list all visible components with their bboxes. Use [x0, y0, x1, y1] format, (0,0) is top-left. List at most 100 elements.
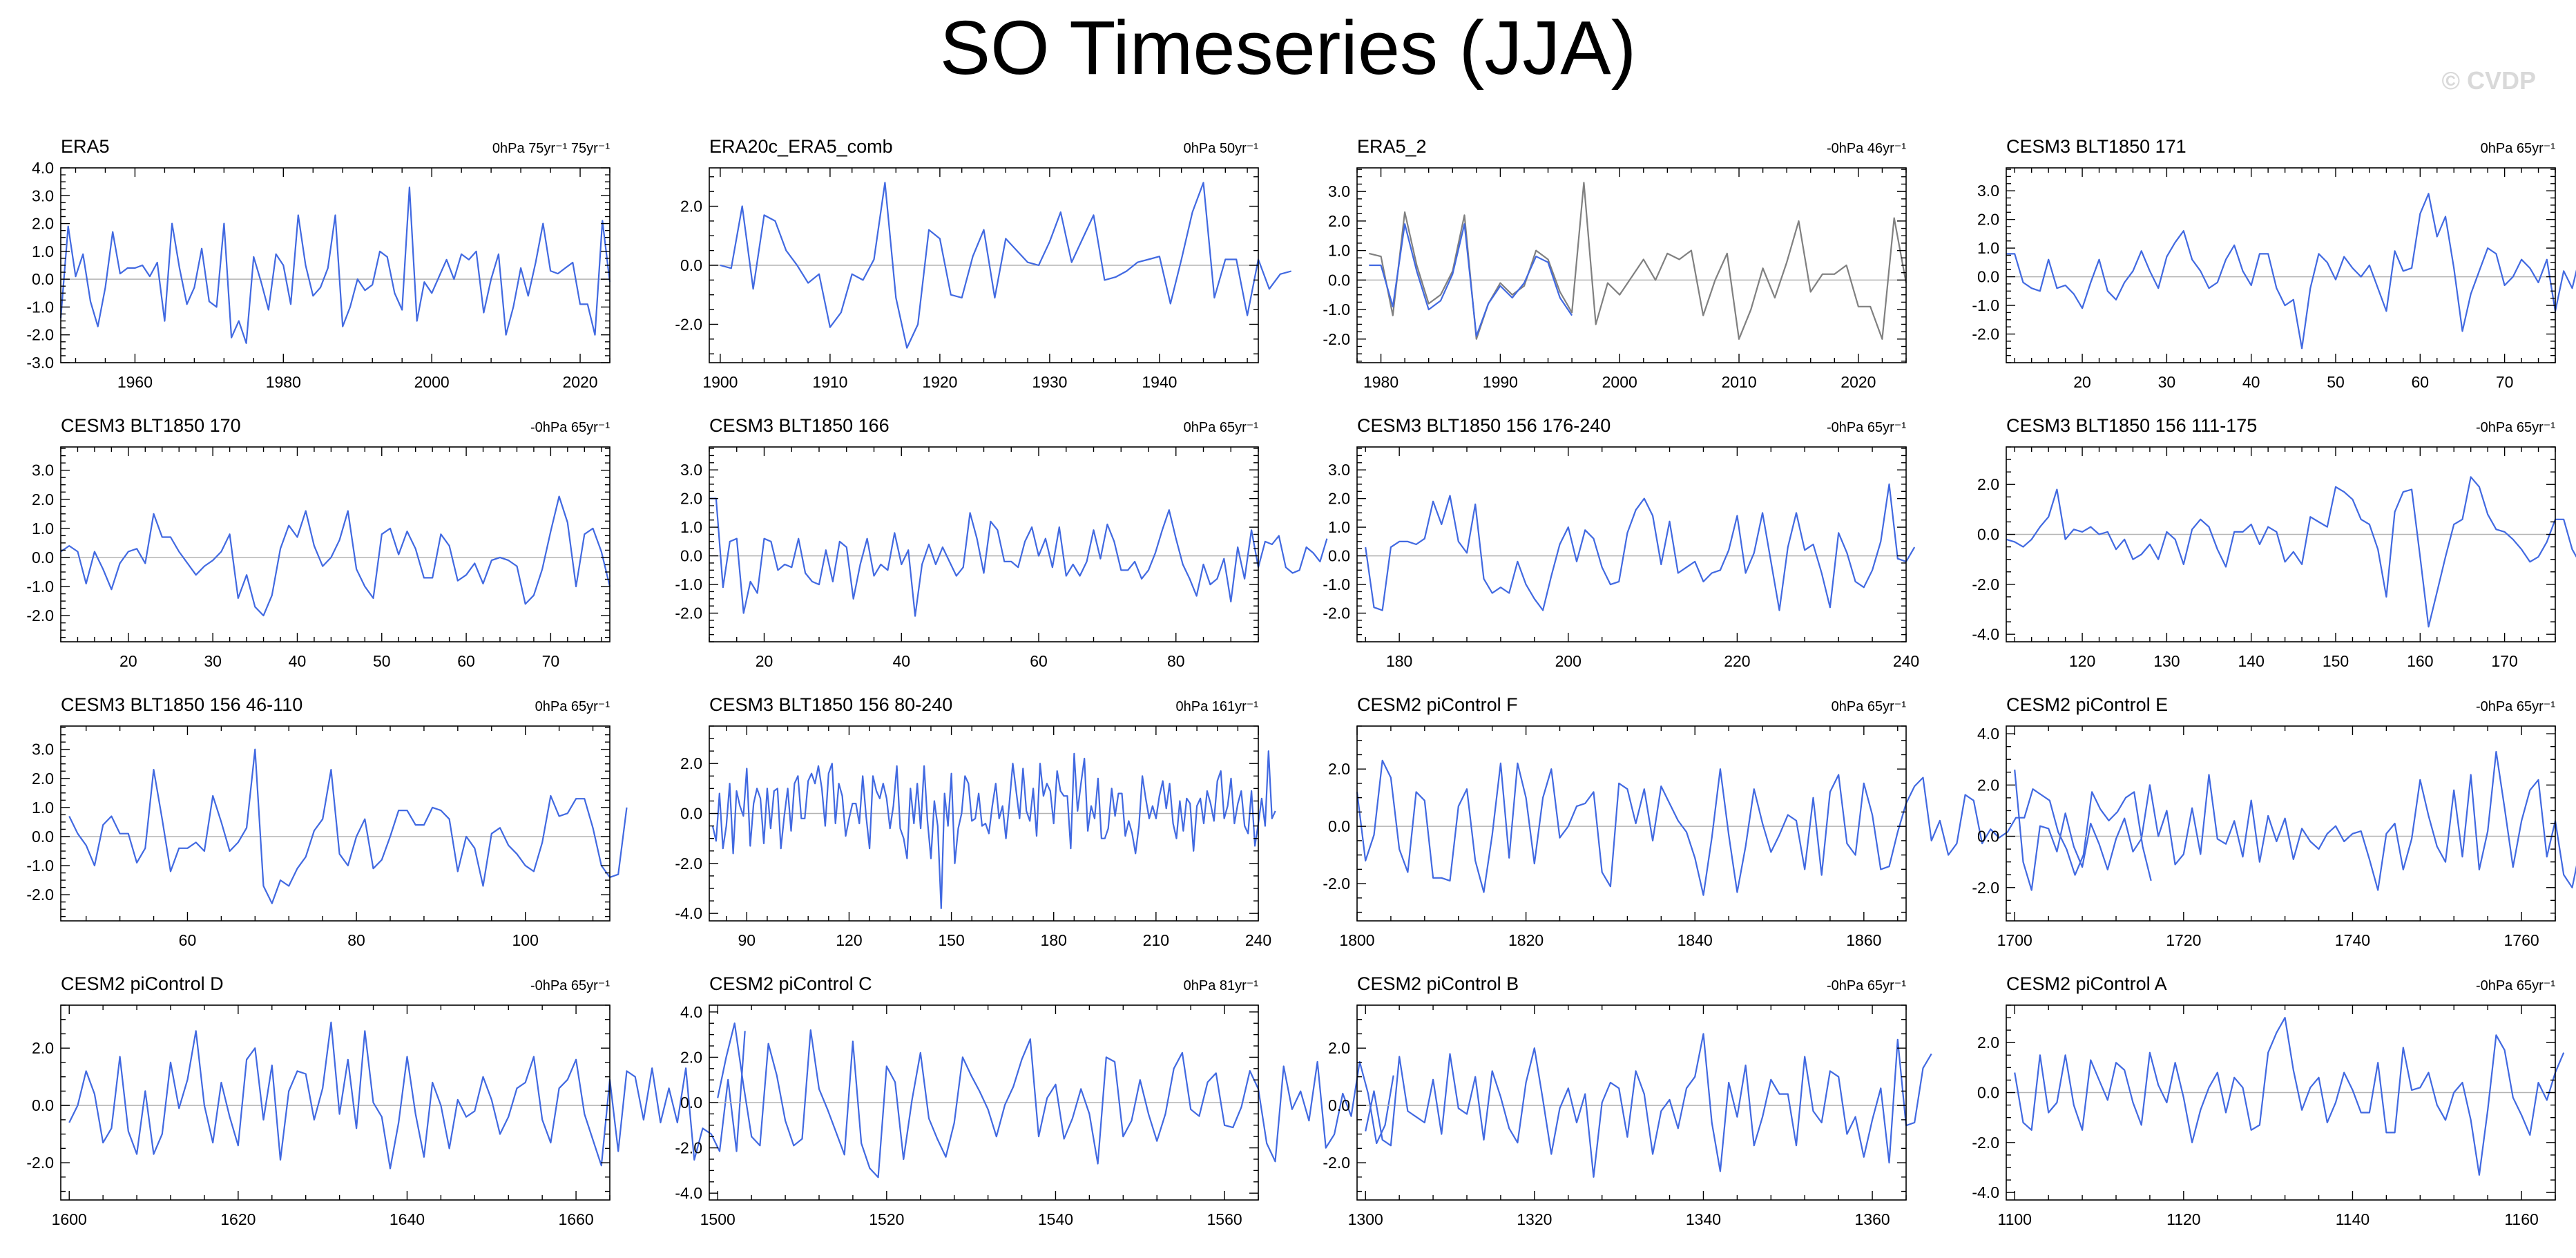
y-tick-label: -2.0 [1972, 879, 1999, 897]
plot-frame [2006, 167, 2556, 363]
x-tick-label: 1910 [812, 373, 847, 391]
x-tick-label: 150 [938, 931, 964, 949]
x-tick-label: 1300 [1348, 1210, 1383, 1228]
plot-frame [60, 446, 611, 642]
y-tick-label: 2.0 [32, 1039, 54, 1057]
x-tick-label: 1340 [1686, 1210, 1721, 1228]
series-line-1 [720, 182, 1291, 349]
panel-title: CESM3 BLT1850 156 111-175 [2006, 415, 2257, 436]
panel-title: CESM2 piControl D [61, 973, 224, 994]
x-tick-label: 1940 [1142, 373, 1177, 391]
panel-title: CESM2 piControl B [1357, 973, 1519, 994]
panel-info-label: -0hPa 65yr⁻¹ [2476, 978, 2555, 993]
x-tick-label: 40 [892, 652, 910, 670]
y-tick-label: -2.0 [1323, 1154, 1350, 1172]
y-tick-label: 3.0 [1328, 461, 1350, 479]
x-tick-label: 1820 [1508, 931, 1544, 949]
panel-10: CESM3 BLT1850 156 80-240 0hPa 161yr⁻¹ 90 12… [675, 694, 1276, 949]
x-tick-label: 1920 [922, 373, 957, 391]
x-tick-label: 1540 [1038, 1210, 1073, 1228]
plot-frame [1356, 167, 1907, 363]
x-tick-label: 1960 [117, 373, 153, 391]
x-tick-label: 70 [542, 652, 560, 670]
plot-frame [60, 1004, 611, 1201]
panel-11: CESM2 piControl F 0hPa 65yr⁻¹ 1800 1820 1840… [1323, 694, 2152, 949]
y-tick-label: -1.0 [26, 578, 54, 595]
panel-13: CESM2 piControl D -0hPa 65yr⁻¹ 1600 1620 164… [26, 973, 746, 1228]
y-tick-label: 0.0 [1977, 828, 1999, 846]
y-tick-label: 3.0 [32, 461, 54, 479]
series-line-1 [68, 748, 628, 904]
y-tick-label: -1.0 [26, 857, 54, 875]
x-tick-label: 180 [1041, 931, 1067, 949]
panel-4: CESM3 BLT1850 171 0hPa 65yr⁻¹ 20 30 40 50 60 70… [1972, 136, 2576, 391]
y-tick-label: 2.0 [1977, 1033, 1999, 1051]
panel-16: CESM2 piControl A -0hPa 65yr⁻¹ 1100 1120 114… [1972, 973, 2565, 1228]
x-tick-label: 220 [1724, 652, 1750, 670]
panel-info-label: 0hPa 65yr⁻¹ [1184, 420, 1259, 435]
x-tick-label: 240 [1245, 931, 1271, 949]
y-tick-label: 2.0 [1977, 475, 1999, 493]
y-tick-label: 2.0 [1977, 211, 1999, 229]
y-tick-label: 0.0 [32, 270, 54, 288]
x-tick-label: 1640 [390, 1210, 425, 1228]
y-tick-label: 2.0 [1328, 212, 1350, 230]
x-tick-label: 1100 [1997, 1210, 2031, 1228]
y-tick-label: 0.0 [1977, 526, 1999, 544]
x-tick-label: 240 [1893, 652, 1919, 670]
x-tick-label: 1520 [869, 1210, 904, 1228]
y-tick-label: -2.0 [26, 886, 54, 904]
x-tick-label: 1900 [702, 373, 738, 391]
y-tick-label: -2.0 [26, 326, 54, 344]
y-tick-label: -1.0 [1323, 575, 1350, 593]
y-tick-label: 0.0 [1977, 1084, 1999, 1102]
x-tick-label: 1840 [1678, 931, 1713, 949]
y-tick-label: 2.0 [680, 1048, 702, 1066]
y-tick-label: 1.0 [1328, 518, 1350, 536]
x-tick-label: 40 [289, 652, 307, 670]
y-tick-label: -2.0 [26, 1154, 54, 1172]
y-tick-label: 3.0 [1977, 182, 1999, 200]
x-tick-label: 50 [373, 652, 391, 670]
x-tick-label: 90 [738, 931, 756, 949]
y-tick-label: -2.0 [675, 315, 702, 333]
x-tick-label: 2010 [1721, 373, 1756, 391]
panel-title: CESM2 piControl F [1357, 694, 1518, 715]
plot-frame [1356, 1004, 1907, 1201]
panel-title: CESM2 piControl C [709, 973, 872, 994]
series-line-1 [2014, 750, 2576, 891]
x-tick-label: 1980 [266, 373, 301, 391]
series-line-1 [59, 187, 611, 344]
x-tick-label: 140 [2238, 652, 2265, 670]
panel-title: ERA5_2 [1357, 136, 1427, 157]
plot-frame [1356, 725, 1907, 922]
panel-15: CESM2 piControl B -0hPa 65yr⁻¹ 1300 1320 134… [1323, 973, 1932, 1228]
x-tick-label: 1720 [2166, 931, 2201, 949]
panel-info-label: -0hPa 46yr⁻¹ [1827, 141, 1906, 156]
x-tick-label: 120 [836, 931, 862, 949]
y-tick-label: 2.0 [1328, 1039, 1350, 1057]
series-line-1 [711, 750, 1276, 910]
x-tick-label: 120 [2069, 652, 2095, 670]
panel-info-label: 0hPa 75yr⁻¹ 75yr⁻¹ [492, 141, 610, 156]
y-tick-label: -2.0 [1323, 875, 1350, 893]
y-tick-label: 1.0 [32, 799, 54, 817]
y-tick-label: 0.0 [32, 828, 54, 846]
page-title: SO Timeseries (JJA) [939, 6, 1637, 90]
y-tick-label: -2.0 [675, 1139, 702, 1157]
panel-info-label: 0hPa 65yr⁻¹ [535, 699, 611, 714]
x-tick-label: 1620 [220, 1210, 256, 1228]
x-tick-label: 1140 [2336, 1210, 2370, 1228]
x-tick-label: 1500 [700, 1210, 736, 1228]
panel-3: ERA5_2 -0hPa 46yr⁻¹ 1980 1990 2000 2010 2020 -2… [1323, 136, 1907, 391]
x-tick-label: 2020 [562, 373, 597, 391]
panel-info-label: -0hPa 65yr⁻¹ [2476, 699, 2555, 714]
x-tick-label: 30 [2158, 373, 2176, 391]
y-tick-label: 4.0 [1977, 725, 1999, 743]
x-tick-label: 1860 [1846, 931, 1881, 949]
panel-info-label: 0hPa 161yr⁻¹ [1175, 699, 1258, 714]
x-tick-label: 180 [1386, 652, 1412, 670]
series-line-1 [2014, 1016, 2565, 1176]
x-tick-label: 1320 [1517, 1210, 1552, 1228]
y-tick-label: 4.0 [32, 159, 54, 177]
